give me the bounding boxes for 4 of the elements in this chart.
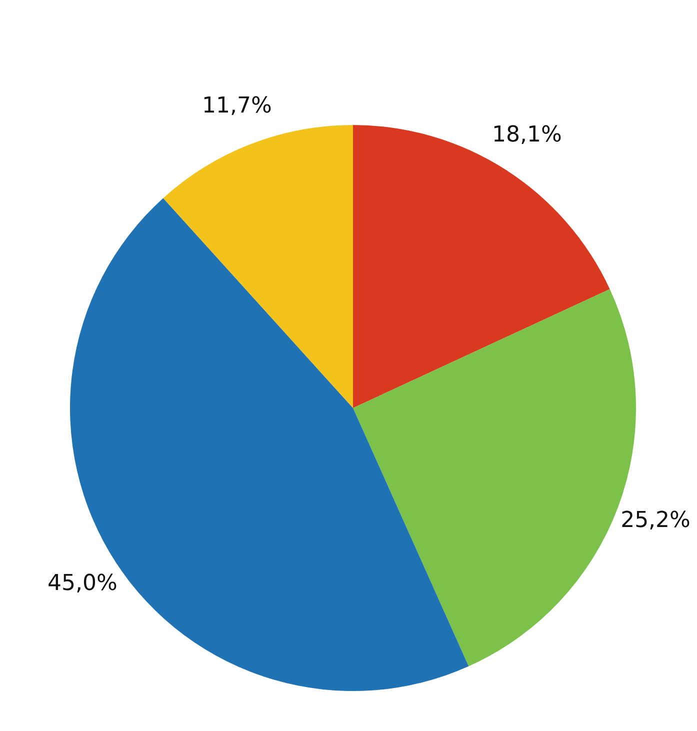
data-label: 45,0% [48, 571, 118, 596]
data-label: 11,7% [202, 93, 272, 118]
data-label: 25,2% [620, 508, 690, 533]
data-label: 18,1% [492, 122, 562, 148]
